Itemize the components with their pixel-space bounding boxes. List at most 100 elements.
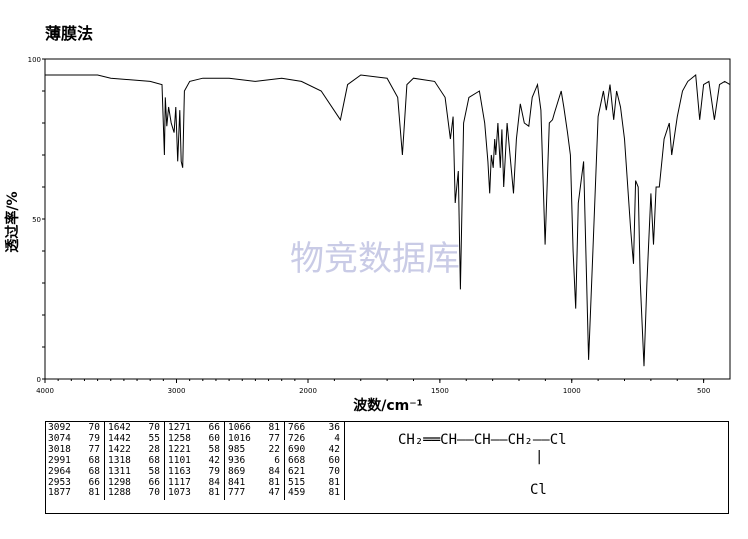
peak-wavenumber: 1163 <box>168 465 191 477</box>
peak-wavenumber: 936 <box>228 454 246 466</box>
peak-transmittance: 79 <box>88 432 100 444</box>
peak-wavenumber: 2991 <box>48 454 71 466</box>
peak-wavenumber: 766 <box>288 422 306 433</box>
peak-wavenumber: 1311 <box>108 465 131 477</box>
peak-transmittance: 28 <box>148 443 160 455</box>
peak-transmittance: 84 <box>208 476 220 488</box>
peak-wavenumber: 1271 <box>168 422 191 433</box>
y-tick-label: 50 <box>32 216 41 224</box>
peak-entry: 1221 58 <box>168 443 220 456</box>
peak-entry: 1288 70 <box>108 488 160 499</box>
peak-entry: 1163 79 <box>168 465 220 478</box>
peak-entry: 985 22 <box>228 443 280 456</box>
peak-transmittance: 22 <box>268 443 280 455</box>
peak-wavenumber: 777 <box>228 487 246 499</box>
peak-wavenumber: 1422 <box>108 443 131 455</box>
peak-wavenumber: 3018 <box>48 443 71 455</box>
peak-entry: 777 47 <box>228 488 280 499</box>
peak-entry: 1117 84 <box>168 476 220 489</box>
peak-wavenumber: 621 <box>288 465 306 477</box>
peak-entry: 1073 81 <box>168 488 220 499</box>
peak-transmittance: 70 <box>148 422 160 433</box>
peak-transmittance: 68 <box>148 454 160 466</box>
peak-entry: 2964 68 <box>48 465 100 478</box>
peak-group: 766 36 726 4 690 42 668 60 621 70 515 81 459 81 <box>284 422 345 501</box>
peak-wavenumber: 1318 <box>108 454 131 466</box>
y-axis-label: 透过率/% <box>4 191 21 252</box>
chart-title: 薄膜法 <box>45 24 94 43</box>
peak-transmittance: 81 <box>328 476 340 488</box>
peak-transmittance: 42 <box>328 443 340 455</box>
peak-transmittance: 60 <box>328 454 340 466</box>
peak-wavenumber: 1117 <box>168 476 191 488</box>
peak-transmittance: 55 <box>148 432 160 444</box>
peak-entry: 1271 66 <box>168 422 220 434</box>
y-axis-ticks: 100 50 0 <box>28 56 45 384</box>
peak-wavenumber: 726 <box>288 432 306 444</box>
y-tick-label: 0 <box>37 376 41 384</box>
peak-wavenumber: 2953 <box>48 476 71 488</box>
peak-entry: 1066 81 <box>228 422 280 434</box>
peak-entry: 1877 81 <box>48 488 100 499</box>
peak-wavenumber: 668 <box>288 454 306 466</box>
peak-entry: 1311 58 <box>108 465 160 478</box>
peak-transmittance: 68 <box>88 465 100 477</box>
peak-transmittance: 66 <box>208 422 220 433</box>
peak-entry: 1258 60 <box>168 432 220 445</box>
peak-wavenumber: 1298 <box>108 476 131 488</box>
peak-entry: 936 6 <box>228 454 280 467</box>
peak-transmittance: 81 <box>268 422 280 433</box>
peak-entry: 2953 66 <box>48 476 100 489</box>
peak-entry: 3092 70 <box>48 422 100 434</box>
peak-transmittance: 68 <box>88 454 100 466</box>
peak-wavenumber: 1642 <box>108 422 131 433</box>
peak-entry: 621 70 <box>288 465 340 478</box>
peak-wavenumber: 2964 <box>48 465 71 477</box>
peak-transmittance: 47 <box>268 487 280 499</box>
peak-transmittance: 84 <box>268 465 280 477</box>
peak-group: 1271 66 1258 60 1221 58 1101 42 1163 79 1117 84 1073… <box>164 422 225 501</box>
peak-entry: 690 42 <box>288 443 340 456</box>
peak-transmittance: 4 <box>334 432 340 444</box>
x-tick-label: 500 <box>697 387 710 395</box>
x-tick-label: 4000 <box>36 387 54 395</box>
peak-wavenumber: 985 <box>228 443 246 455</box>
peak-transmittance: 58 <box>208 443 220 455</box>
structure-main-chain: CH₂══CH——CH——CH₂——Cl <box>398 432 567 448</box>
peak-wavenumber: 1066 <box>228 422 251 433</box>
peak-entry: 1101 42 <box>168 454 220 467</box>
peak-entry: 1318 68 <box>108 454 160 467</box>
peak-entry: 1298 66 <box>108 476 160 489</box>
peak-transmittance: 66 <box>88 476 100 488</box>
peak-wavenumber: 1877 <box>48 487 71 499</box>
peak-transmittance: 77 <box>268 432 280 444</box>
peak-entry: 1642 70 <box>108 422 160 434</box>
peak-entry: 1016 77 <box>228 432 280 445</box>
peak-transmittance: 36 <box>328 422 340 433</box>
peak-wavenumber: 690 <box>288 443 306 455</box>
y-tick-label: 100 <box>28 56 41 64</box>
peak-entry: 3018 77 <box>48 443 100 456</box>
peak-transmittance: 81 <box>268 476 280 488</box>
peak-entry: 515 81 <box>288 476 340 489</box>
peak-group: 3092 70 3074 79 3018 77 2991 68 2964 68 2953 66 1877… <box>45 422 105 501</box>
peak-transmittance: 70 <box>148 487 160 499</box>
structure-formula: CH₂══CH——CH——CH₂——Cl | Cl <box>398 432 567 498</box>
structure-branch-cl: Cl <box>530 482 547 498</box>
peak-group: 1642 70 1442 55 1422 28 1318 68 1311 58 1298 66 1288… <box>104 422 165 501</box>
x-tick-label: 3000 <box>168 387 186 395</box>
x-axis-ticks: 4000 3000 2000 1500 1000 500 <box>36 379 710 395</box>
peak-wavenumber: 841 <box>228 476 246 488</box>
structure-branch-bond: | <box>535 449 544 465</box>
peak-transmittance: 70 <box>328 465 340 477</box>
x-tick-label: 1500 <box>431 387 449 395</box>
peak-entry: 459 81 <box>288 488 340 499</box>
peak-transmittance: 58 <box>148 465 160 477</box>
x-tick-label: 2000 <box>299 387 317 395</box>
peak-entry: 1422 28 <box>108 443 160 456</box>
peak-wavenumber: 1258 <box>168 432 191 444</box>
peak-transmittance: 81 <box>88 487 100 499</box>
peak-transmittance: 81 <box>328 487 340 499</box>
peak-wavenumber: 1101 <box>168 454 191 466</box>
watermark: 物竞数据库 <box>290 239 460 279</box>
